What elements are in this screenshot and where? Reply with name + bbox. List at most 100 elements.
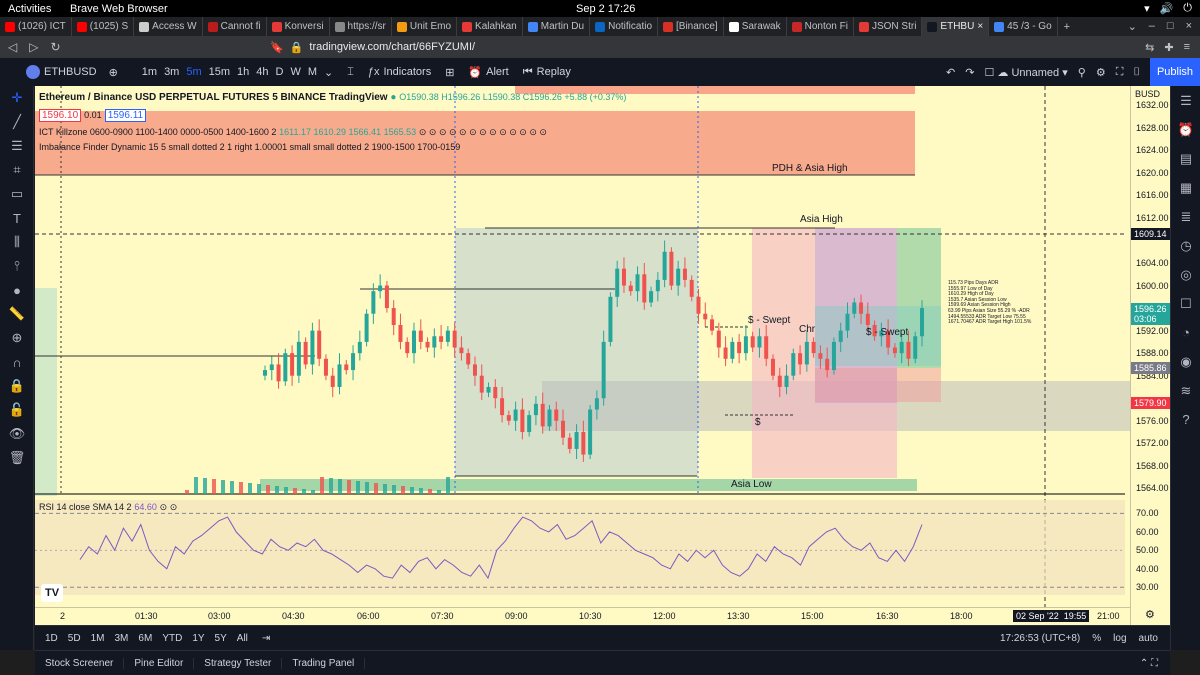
interval-M[interactable]: M [307, 65, 318, 78]
chat-icon[interactable]: ☐ [1180, 295, 1192, 311]
brush-icon[interactable]: ● [13, 282, 21, 298]
chart-type-button[interactable]: ⌶ [347, 66, 354, 79]
reload-icon[interactable]: ↻ [50, 40, 61, 54]
annotation-dollar[interactable]: $ [755, 417, 761, 428]
tab-list-icon[interactable]: ⌄ [1127, 21, 1137, 33]
indicator-killzone[interactable]: ICT Killzone 0600-0900 1100-1400 0000-05… [39, 127, 547, 138]
publish-button[interactable]: Publish [1150, 58, 1200, 86]
menu-icon[interactable]: ≡ [1183, 40, 1190, 53]
undo-icon[interactable]: ↶ [946, 66, 956, 79]
system-clock[interactable]: Sep 2 17:26 [576, 2, 636, 15]
settings-icon[interactable]: ⚙ [1095, 66, 1106, 79]
browser-tab[interactable]: (1025) S [72, 17, 135, 36]
range-1Y[interactable]: 1Y [192, 632, 205, 644]
address-bar[interactable]: 🔖 🔒 tradingview.com/chart/66FYZUMI/ [270, 39, 900, 55]
rectangle-icon[interactable]: ▭ [10, 186, 24, 201]
browser-tab[interactable]: Access W [134, 17, 203, 36]
annotation-swept-1[interactable]: $ - Swept [748, 315, 791, 326]
annotation-asia-low[interactable]: Asia Low [731, 479, 772, 490]
data-window-icon[interactable]: ▦ [1179, 179, 1193, 195]
chart-title[interactable]: Ethereum / Binance USD PERPETUAL FUTURES… [39, 92, 388, 103]
help-icon[interactable]: ? [1182, 412, 1190, 427]
compare-add-icon[interactable]: ⊕ [108, 66, 118, 79]
indicator-imbalance[interactable]: Imbalance Finder Dynamic 15 5 small dott… [39, 142, 461, 152]
measure-icon[interactable]: ⫯ [14, 258, 20, 273]
utc-clock[interactable]: 17:26:53 (UTC+8) [999, 632, 1081, 644]
app-menu[interactable]: Brave Web Browser [70, 2, 168, 15]
ask-price[interactable]: 1596.11 [104, 109, 147, 122]
trash-icon[interactable]: 🗑 [8, 450, 26, 465]
magnet-icon[interactable]: ∩ [12, 354, 22, 370]
notifications-icon[interactable]: ◉ [1180, 353, 1192, 369]
panel-tab[interactable]: Strategy Tester [194, 657, 283, 669]
range-All[interactable]: All [236, 632, 248, 644]
browser-tab[interactable]: ETHBU × [922, 17, 990, 36]
bid-price[interactable]: 1596.10 [39, 109, 82, 122]
activities-button[interactable]: Activities [8, 2, 52, 15]
ruler-icon[interactable]: 📏 [8, 306, 26, 321]
tradingview-logo[interactable]: TV [41, 584, 63, 602]
browser-tab[interactable]: JSON Stri [854, 17, 923, 36]
browser-tab[interactable]: Sarawak [724, 17, 787, 36]
browser-tab[interactable]: [Binance] [658, 17, 724, 36]
interval-dropdown-icon[interactable]: ⌄ [324, 66, 334, 79]
range-1M[interactable]: 1M [90, 632, 105, 644]
interval-3m[interactable]: 3m [164, 65, 180, 78]
browser-tab[interactable]: 45 /3 - Go [989, 17, 1058, 36]
browser-tab[interactable]: Notificatio [590, 17, 658, 36]
trendline-icon[interactable]: ╱ [13, 114, 21, 129]
symbol-search[interactable]: ETHBUSD ⊕ [26, 65, 118, 79]
browser-tab[interactable]: Kalahkan [457, 17, 523, 36]
interval-5m[interactable]: 5m [186, 65, 202, 78]
streams-icon[interactable]: ◔ [1182, 325, 1190, 340]
tab-close-icon[interactable]: × [977, 21, 984, 32]
goto-date-icon[interactable]: ⇥ [261, 632, 271, 644]
range-1D[interactable]: 1D [45, 632, 58, 644]
panel-collapse-icon[interactable]: ⌃ ⛶ [1139, 657, 1158, 669]
time-axis[interactable]: 2 01:30 03:00 04:30 06:00 07:30 09:00 10:30 12:0… [35, 607, 1130, 625]
replay-button[interactable]: ⏮ Replay [523, 66, 571, 79]
browser-tab[interactable]: Nonton Fi [787, 17, 854, 36]
back-icon[interactable]: ◁ [8, 40, 18, 54]
range-5Y[interactable]: 5Y [214, 632, 227, 644]
layout-button[interactable]: ☐ ☁ Unnamed ▾ [984, 66, 1068, 79]
news-icon[interactable]: ▤ [1179, 150, 1193, 166]
extensions-icon[interactable]: ✚ [1164, 41, 1174, 54]
range-5D[interactable]: 5D [67, 632, 81, 644]
interval-W[interactable]: W [290, 65, 301, 78]
browser-tab[interactable]: Cannot fi [203, 17, 267, 36]
annotation-chr[interactable]: Chr [799, 324, 816, 335]
interval-4h[interactable]: 4h [256, 65, 269, 78]
range-3M[interactable]: 3M [114, 632, 129, 644]
lock-drawing-icon[interactable]: 🔒 [8, 378, 26, 393]
eye-icon[interactable]: 👁 [8, 426, 26, 441]
browser-tab[interactable]: (1026) ICT [0, 17, 72, 36]
forward-icon[interactable]: ▷ [29, 40, 39, 54]
close-window-icon[interactable]: × [1185, 20, 1192, 32]
percent-toggle[interactable]: % [1092, 632, 1102, 644]
fib-icon[interactable]: ☰ [11, 138, 23, 153]
annotation-asia-high[interactable]: Asia High [800, 214, 843, 225]
panel-tab[interactable]: Pine Editor [124, 657, 195, 669]
search-icon[interactable]: ⚲ [1077, 66, 1086, 79]
crosshair-icon[interactable]: ✛ [11, 90, 23, 105]
chart-canvas[interactable] [35, 86, 1130, 625]
system-tray[interactable]: ▾ 🔊 ⏻ [1144, 2, 1192, 15]
translate-icon[interactable]: ⇆ [1145, 41, 1155, 54]
interval-15m[interactable]: 15m [208, 65, 231, 78]
panel-tab[interactable]: Stock Screener [35, 657, 125, 669]
indicators-button[interactable]: ƒx Indicators [368, 66, 431, 78]
watchlist-icon[interactable]: ☰ [1180, 92, 1192, 108]
calendar-icon[interactable]: ◷ [1180, 237, 1192, 253]
maximize-icon[interactable]: □ [1166, 20, 1174, 32]
pattern-icon[interactable]: ⌗ [13, 162, 21, 177]
new-tab-button[interactable]: + [1063, 20, 1071, 33]
chart-area[interactable]: Ethereum / Binance USD PERPETUAL FUTURES… [35, 86, 1130, 625]
lock-all-icon[interactable]: 🔓 [8, 402, 26, 417]
interval-1m[interactable]: 1m [141, 65, 158, 78]
price-axis-settings-icon[interactable]: ⚙ [1145, 609, 1155, 621]
alert-button[interactable]: ⏰ Alert [468, 66, 508, 79]
ideas-icon[interactable]: ◎ [1180, 266, 1192, 282]
browser-tab[interactable]: Konversi [267, 17, 330, 36]
range-YTD[interactable]: YTD [162, 632, 183, 644]
